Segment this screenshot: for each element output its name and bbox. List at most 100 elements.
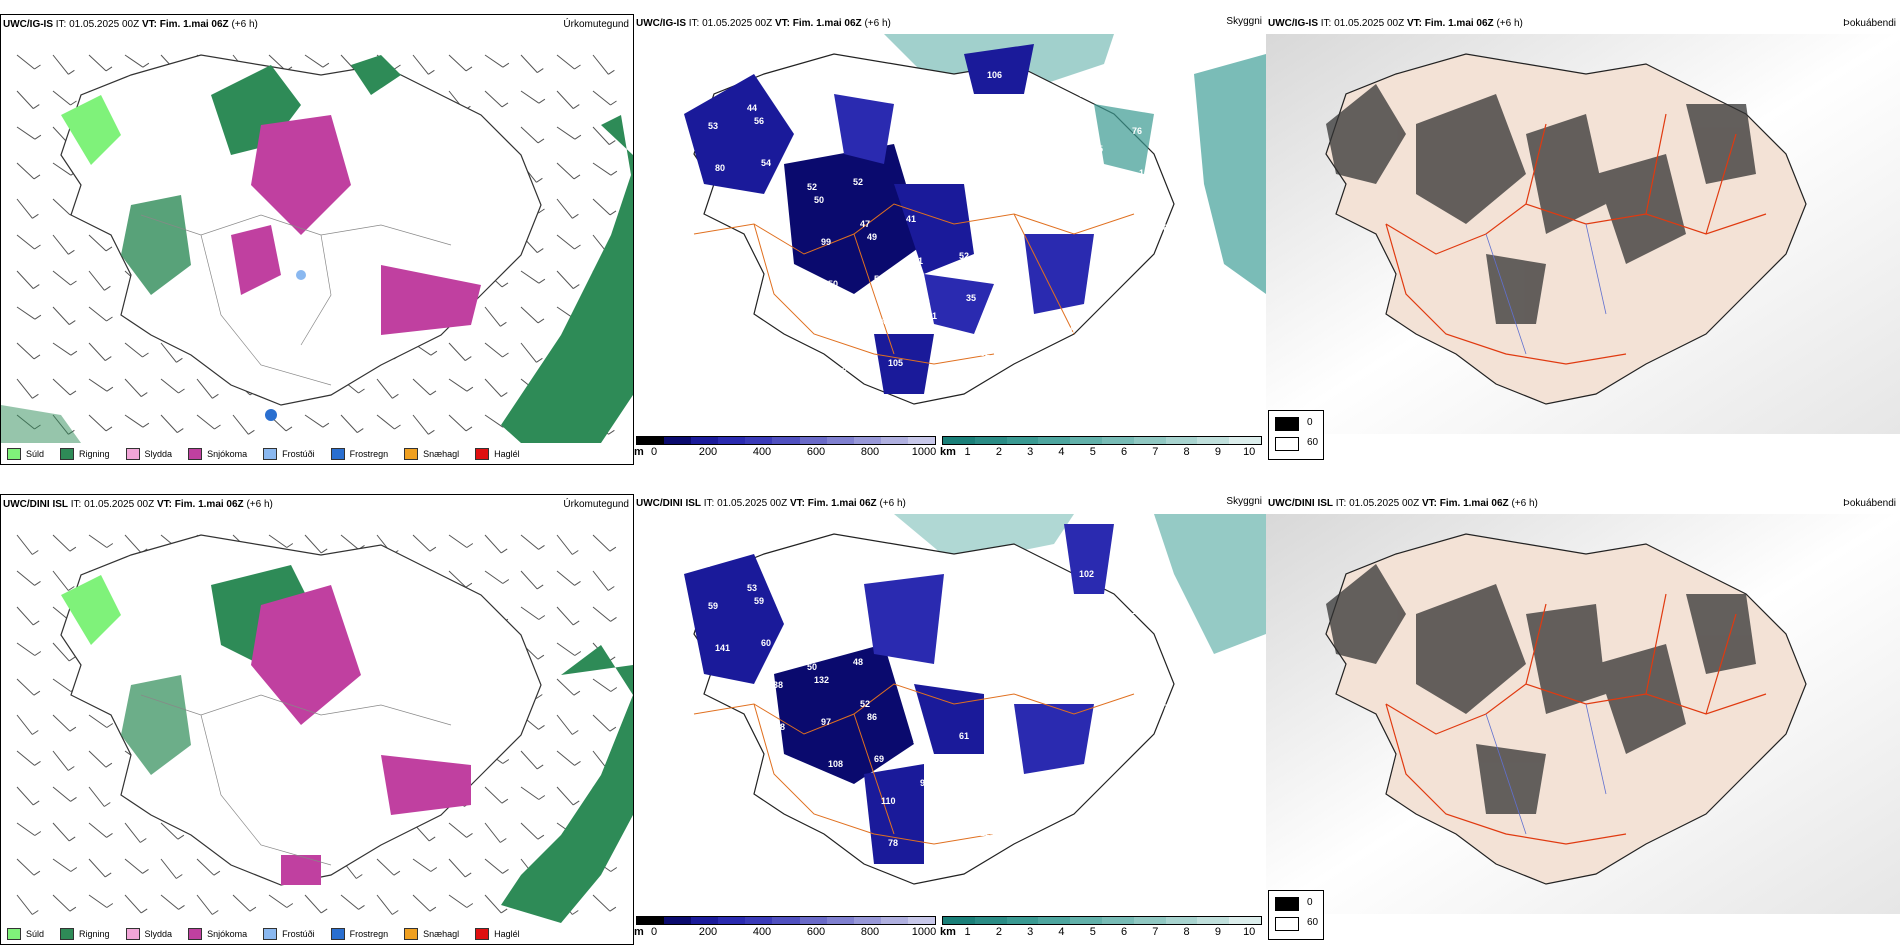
height-colorbar: m 0 200 400 600 800 1000: [634, 436, 936, 459]
wind-barb: [268, 894, 294, 908]
wind-barb: [16, 234, 41, 250]
cloud-base-value: 46: [1065, 325, 1075, 335]
cloud-base-value: 137: [1026, 372, 1041, 382]
wind-barb: [88, 714, 114, 728]
wind-barb: [520, 786, 546, 800]
colorbar-step: [1165, 437, 1198, 444]
wind-barb: [304, 414, 330, 428]
rivers: [1485, 223, 1607, 355]
wind-barb: [268, 534, 294, 548]
wind-barb: [160, 414, 184, 434]
legend-item: Snjókoma: [188, 928, 247, 940]
wind-barb: [196, 378, 219, 399]
wind-barb: [556, 270, 580, 290]
cloud-base-value: 30: [782, 764, 792, 774]
cloud-base-value: 66: [934, 833, 944, 843]
cloud-base-value: 106: [987, 70, 1002, 80]
legend-swatch: [475, 448, 490, 460]
cloud-base-value: 52: [895, 80, 905, 90]
colorbar-tick: 200: [698, 446, 718, 458]
cloud-base-value: 80: [715, 163, 725, 173]
wind-barb: [556, 162, 581, 180]
legend-label: Slydda: [144, 449, 173, 459]
vt-value: Fim. 1.mai 06Z: [159, 19, 229, 30]
wind-barb: [556, 126, 582, 140]
cloud-base-value: 83: [994, 592, 1004, 602]
colorbar-step: [1006, 917, 1039, 924]
cloud-base-value: 175: [835, 801, 850, 811]
wind-barb: [16, 750, 41, 766]
roads: [693, 203, 1135, 365]
cloud-base-value: 108: [828, 759, 843, 769]
colorbar-step: [880, 917, 908, 924]
roads: [140, 214, 452, 386]
wind-barb: [160, 822, 185, 840]
cloud-base-value: 98: [920, 778, 930, 788]
wind-barb: [556, 606, 580, 626]
wind-barb: [16, 270, 40, 290]
wind-barb: [520, 270, 546, 284]
wind-barb: [592, 714, 617, 732]
lead-time: (+6 h): [879, 498, 906, 509]
colorbar-step: [718, 917, 746, 924]
panel-header: UWC/IG-IS IT: 01.05.2025 00Z VT: Fim. 1.…: [1268, 18, 1523, 29]
colorbar-step: [745, 917, 773, 924]
cloud-base-numbers: 56 44 39 52 41 52 42 46 60 90 56 52 47 51 35 46 68 39 53 54…: [694, 66, 1168, 382]
wind-barb: [124, 54, 150, 68]
cloud-panel-top: UWC/IG-IS IT: 01.05.2025 00Z VT: Fim. 1.…: [634, 14, 1266, 465]
wind-barb: [52, 570, 75, 591]
wind-barb: [160, 342, 183, 363]
cloud-base-value: 62: [934, 353, 944, 363]
panel-title: Skyggni: [1226, 496, 1262, 507]
colorbar-tick: 7: [1152, 446, 1159, 458]
cloud-base-value: 876: [1153, 223, 1168, 233]
cloud-base-value: 57: [927, 791, 937, 801]
colorbar-tick: 2: [995, 446, 1002, 458]
wind-barb: [520, 822, 545, 840]
cloud-base-value: 59: [754, 596, 764, 606]
wind-barb: [52, 534, 77, 552]
wind-barb: [52, 90, 77, 106]
colorbar-unit: m: [634, 446, 644, 458]
cloud-base-value: 78: [888, 838, 898, 848]
cloud-base-value: 75: [1093, 144, 1103, 154]
panel-header: UWC/DINI ISL IT: 01.05.2025 00Z VT: Fim.…: [1268, 498, 1538, 509]
fog-key: 0 60: [1268, 890, 1324, 940]
fog-key-bottom-label: 60: [1307, 917, 1319, 928]
roads: [140, 694, 452, 866]
wind-barb: [196, 858, 221, 876]
height-colorbar: m 0 200 400 600 800 1000: [634, 916, 936, 939]
legend-swatch: [475, 928, 490, 940]
wind-barb: [16, 534, 39, 555]
it-value: 01.05.2025 00Z: [69, 19, 140, 30]
colorbar-tick: 3: [1027, 446, 1034, 458]
cloud-base-value: 66: [722, 685, 732, 695]
cloud-base-value: 67: [1033, 94, 1043, 104]
fog-dark-areas: [1326, 564, 1756, 814]
wind-barb: [124, 894, 148, 914]
panel-title: Úrkomutegund: [563, 19, 629, 30]
fog-key-top-label: 0: [1307, 417, 1313, 428]
it-label: IT:: [1335, 498, 1347, 509]
legend-item: Rigning: [60, 448, 110, 460]
cloud-base-value: 99: [821, 237, 831, 247]
cloud-base-value: 38: [1047, 149, 1057, 159]
cloud-base-value: 49: [867, 232, 877, 242]
wind-barb: [232, 414, 255, 435]
wind-barb: [484, 342, 509, 358]
cloud-base-value: 67: [1012, 768, 1022, 778]
legend-label: Snjókoma: [207, 929, 248, 939]
colorbar-tick: 4: [1058, 926, 1065, 938]
vt-value: Fim. 1.mai 06Z: [1424, 18, 1494, 29]
it-label: IT:: [703, 498, 715, 509]
colorbar-step: [1006, 437, 1039, 444]
wind-barb: [52, 750, 75, 771]
colorbar-tick: 2: [995, 926, 1002, 938]
wind-barb: [160, 378, 185, 394]
it-label: IT:: [688, 18, 700, 29]
cloud-map: 56 44 39 52 41 52 42 46 60 90 56 52 47 51 35 46 68 39 53 54…: [684, 34, 1266, 405]
cloud-base-value: 64: [920, 298, 930, 308]
colorbar-tick: 0: [650, 926, 658, 938]
wind-barb: [124, 534, 148, 554]
wind-barb: [16, 162, 41, 180]
